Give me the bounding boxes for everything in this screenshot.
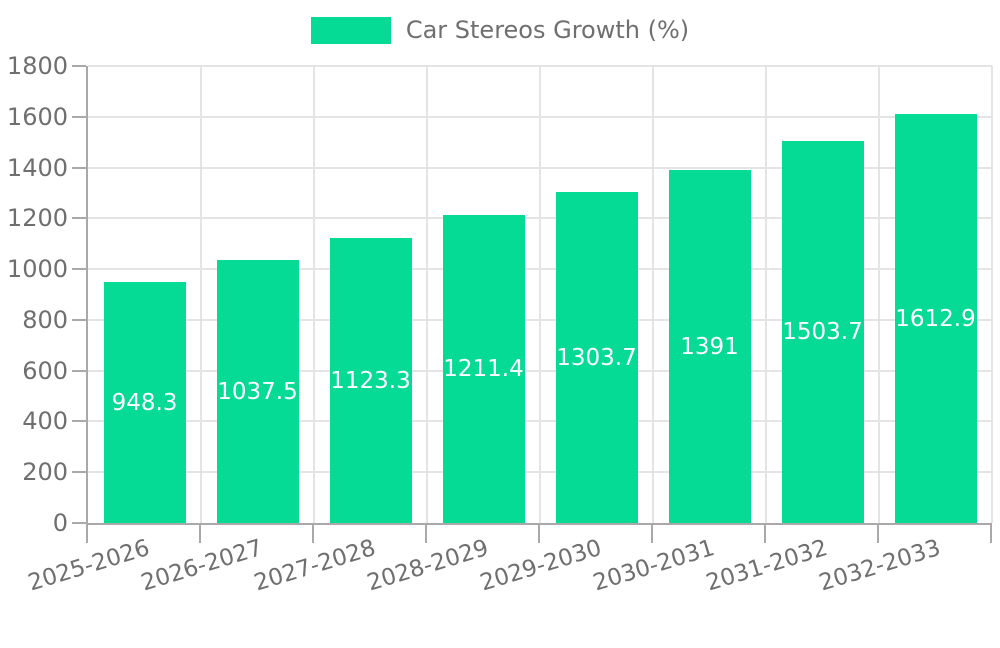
y-tick-label: 400 [22,407,68,436]
y-tick-label: 600 [22,356,68,385]
bar-value-label: 1503.7 [782,319,863,345]
y-tick-mark [72,166,86,169]
bar-value-label: 1612.9 [895,305,976,332]
bar[interactable]: 1211.4 [442,215,525,523]
x-tick-mark [425,525,427,543]
v-gridline [765,66,767,523]
v-gridline [539,66,541,523]
bar-value-label: 948.3 [111,389,178,416]
y-tick-mark [72,471,86,474]
v-gridline [200,66,202,523]
bar[interactable]: 1123.3 [329,238,412,523]
y-tick-label: 1800 [6,52,68,80]
y-tick-mark [72,115,86,118]
y-tick-mark [72,318,86,321]
x-tick-mark [199,525,201,543]
bar-value-label: 1391 [680,333,739,360]
y-tick-label: 200 [22,458,68,487]
y-tick-mark [72,65,86,67]
v-gridline [426,66,428,523]
plot-area: 0 200 400 600 800 1000 1200 1400 1600 1800 948.3 10… [7,52,993,597]
legend-item[interactable]: Car Stereos Growth (%) [0,16,1000,44]
y-tick-label: 1200 [6,204,68,233]
bar-value-label: 1211.4 [443,356,524,382]
x-axis-line [86,523,992,525]
y-tick-mark [72,522,86,524]
bar[interactable]: 1612.9 [894,114,977,523]
legend-label: Car Stereos Growth (%) [405,16,690,44]
bar[interactable]: 1503.7 [781,141,864,523]
x-tick-mark [312,525,314,543]
v-gridline [652,66,654,523]
bar-value-label: 1303.7 [556,344,637,371]
bar[interactable]: 1391 [668,170,751,523]
v-gridline [313,66,315,523]
y-tick-mark [72,268,86,271]
bar-value-label: 1037.5 [217,378,298,405]
bar[interactable]: 948.3 [103,282,186,523]
y-tick-label: 1400 [6,153,68,182]
bar-value-label: 1123.3 [330,367,411,394]
x-tick-mark [877,525,879,543]
x-tick-mark [990,525,992,543]
v-gridline [878,66,880,523]
x-tick-mark [764,525,766,543]
y-axis-line [86,66,88,525]
y-tick-mark [72,217,86,220]
car-stereos-growth-chart: Car Stereos Growth (%) 0 200 400 600 800 1000… [0,16,1000,597]
x-tick-mark [538,525,540,543]
y-tick-mark [72,420,86,423]
v-gridline [991,66,993,523]
y-tick-label: 800 [22,305,68,334]
y-tick-label: 1000 [6,255,68,284]
legend-swatch [310,16,391,44]
y-tick-label: 0 [52,509,68,537]
x-tick-mark [651,525,653,543]
y-tick-mark [72,369,86,372]
x-tick-mark [86,525,88,543]
bar[interactable]: 1037.5 [216,260,299,523]
bar[interactable]: 1303.7 [555,192,638,523]
y-tick-label: 1600 [6,102,68,131]
